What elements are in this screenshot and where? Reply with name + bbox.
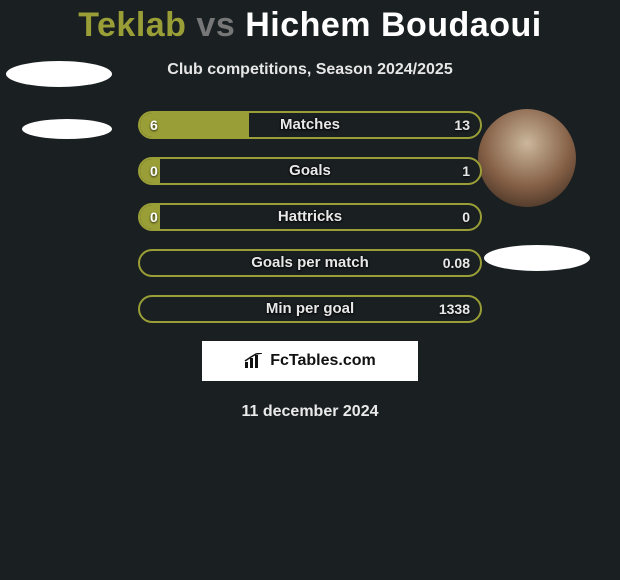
stat-value-right: 0.08 [443, 251, 470, 275]
stat-fill-left [140, 113, 249, 137]
comparison-date: 11 december 2024 [0, 403, 620, 421]
stat-row: Goals per match0.08 [138, 249, 482, 277]
avatar-shadow [22, 119, 112, 139]
stat-fill-left [140, 205, 160, 229]
stat-label: Hattricks [140, 205, 480, 229]
stat-row: 6Matches13 [138, 111, 482, 139]
bar-chart-icon [244, 353, 264, 369]
vs-label: vs [196, 6, 235, 44]
stat-value-right: 1338 [439, 297, 470, 321]
stat-label: Goals [140, 159, 480, 183]
stat-row: 0Hattricks0 [138, 203, 482, 231]
branding-text: FcTables.com [270, 352, 376, 370]
player1-name: Teklab [78, 6, 186, 44]
stat-bars: 6Matches130Goals10Hattricks0Goals per ma… [138, 111, 482, 323]
stat-value-right: 13 [454, 113, 470, 137]
stat-row: 0Goals1 [138, 157, 482, 185]
stat-fill-left [140, 159, 160, 183]
comparison-title: Teklab vs Hichem Boudaoui [0, 0, 620, 45]
stat-label: Goals per match [140, 251, 480, 275]
player2-avatar-block [478, 109, 590, 271]
stat-label: Min per goal [140, 297, 480, 321]
avatar-shadow [484, 245, 590, 271]
branding-box: FcTables.com [202, 341, 418, 381]
player2-avatar [478, 109, 576, 207]
comparison-stage: 6Matches130Goals10Hattricks0Goals per ma… [0, 111, 620, 323]
stat-value-right: 0 [462, 205, 470, 229]
player2-name: Hichem Boudaoui [245, 6, 542, 44]
player1-avatar-block [8, 109, 112, 139]
stat-row: Min per goal1338 [138, 295, 482, 323]
avatar-shadow [6, 61, 112, 87]
stat-value-right: 1 [462, 159, 470, 183]
